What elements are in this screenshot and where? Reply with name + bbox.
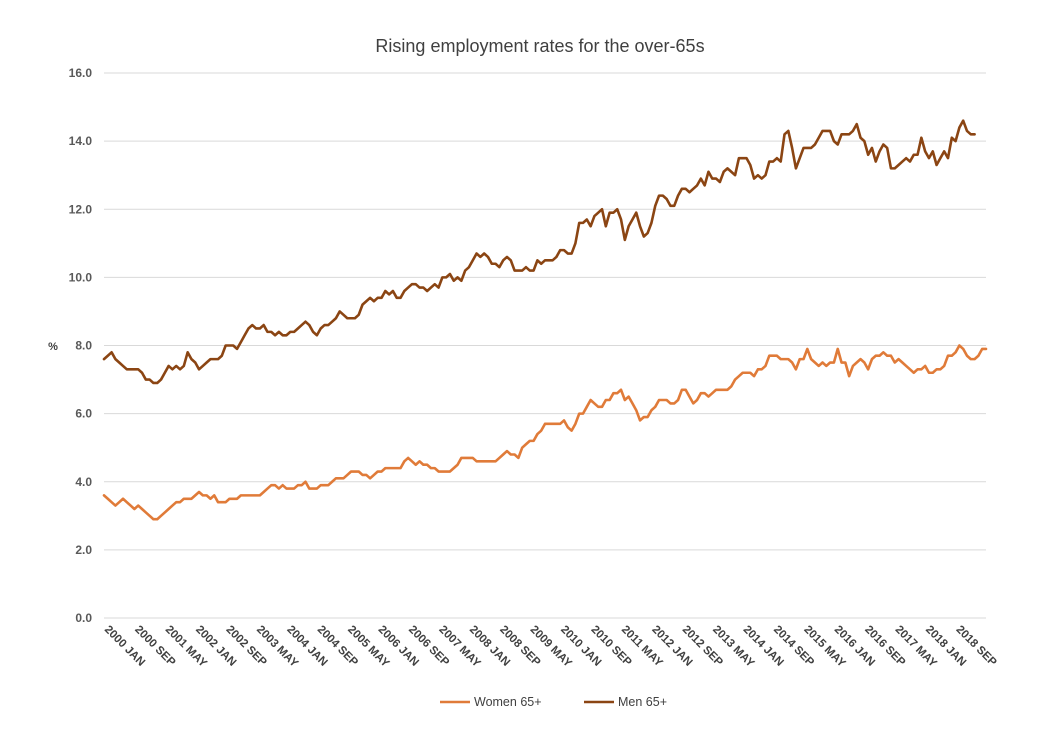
series-line-men — [102, 119, 976, 385]
y-tick-label: 0.0 — [75, 611, 92, 625]
legend: Women 65+ Men 65+ — [440, 695, 667, 709]
legend-label: Men 65+ — [618, 695, 667, 709]
gridlines — [104, 72, 986, 619]
y-tick-label: 10.0 — [69, 270, 93, 284]
y-axis-ticks: 0.0 2.0 4.0 6.0 8.0 10.0 12.0 14.0 16.0 — [69, 66, 93, 625]
y-axis-label: % — [48, 341, 58, 353]
y-tick-label: 8.0 — [75, 339, 92, 353]
chart-title: Rising employment rates for the over-65s — [375, 36, 704, 56]
series-line-women — [102, 344, 988, 521]
series-lines — [102, 119, 988, 521]
legend-label: Women 65+ — [474, 695, 542, 709]
y-tick-label: 6.0 — [75, 407, 92, 421]
y-tick-label: 12.0 — [69, 202, 93, 216]
y-tick-label: 2.0 — [75, 543, 92, 557]
y-tick-label: 4.0 — [75, 475, 92, 489]
y-tick-label: 16.0 — [69, 66, 93, 80]
y-tick-label: 14.0 — [69, 134, 93, 148]
